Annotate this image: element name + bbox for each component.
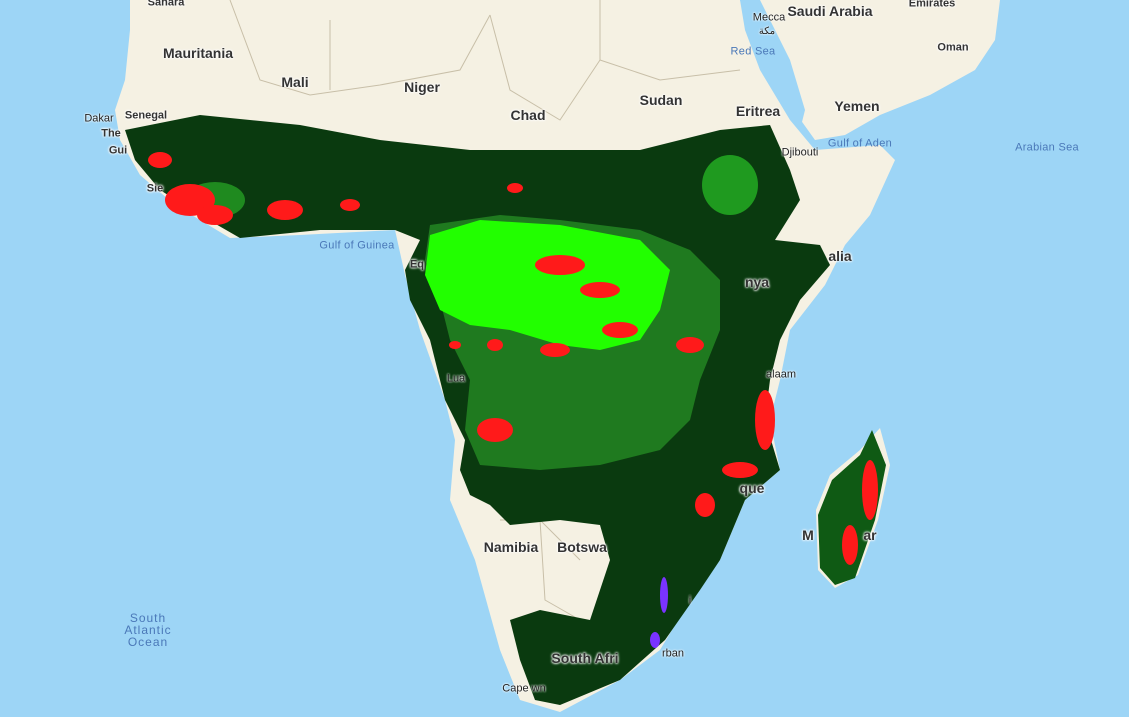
- label-kenya: nya: [744, 274, 770, 290]
- label-botswana: Botswa: [557, 539, 607, 555]
- label-niger: Niger: [404, 79, 440, 95]
- label-gulf-of-aden: Gulf of Aden: [827, 137, 893, 150]
- label-sudan: Sudan: [639, 92, 683, 108]
- vegetation-layer: [125, 115, 886, 705]
- arabia-land: [750, 0, 1000, 140]
- label-namibia: Namibia: [483, 539, 539, 555]
- label-madagascar-left: M: [802, 527, 814, 543]
- forest-east-patch: [702, 155, 758, 215]
- ocean-line-1: South: [129, 611, 167, 625]
- label-chad: Chad: [510, 107, 546, 123]
- label-mali: Mali: [281, 74, 309, 90]
- label-durban: rban: [661, 647, 685, 660]
- label-mozambique: que: [739, 480, 765, 496]
- label-luanda: Lua: [446, 372, 466, 385]
- label-djibouti: Djibouti: [781, 146, 819, 159]
- label-emirates: Emirates: [908, 0, 956, 10]
- label-dar-es-salaam: alaam: [766, 368, 796, 381]
- label-maputo-fragment: i: [688, 594, 692, 607]
- label-somalia: alia: [828, 248, 852, 264]
- label-guinea: Gui: [108, 144, 128, 157]
- label-mecca: Mecca: [752, 11, 786, 24]
- red-sea: [740, 0, 805, 130]
- label-south-atlantic-ocean: South Atlantic Ocean: [124, 612, 171, 648]
- label-eritrea: Eritrea: [735, 103, 781, 119]
- label-red-sea: Red Sea: [730, 45, 776, 58]
- ocean-line-2: Atlantic: [124, 623, 172, 637]
- label-yemen: Yemen: [834, 98, 880, 114]
- label-cape-town: Cape wn: [502, 682, 546, 695]
- ocean-line-3: Ocean: [127, 635, 169, 649]
- label-arabian-sea: Arabian Sea: [1015, 141, 1079, 154]
- label-the-gambia: The: [101, 127, 121, 140]
- label-sierra-leone: Sie: [146, 182, 164, 195]
- label-senegal: Senegal: [124, 109, 168, 122]
- label-dakar: Dakar: [84, 112, 114, 125]
- other-layer: [650, 577, 668, 648]
- label-madagascar-right: ar: [863, 527, 877, 543]
- label-south-africa: South Afri: [551, 650, 619, 666]
- label-mauritania: Mauritania: [162, 45, 234, 61]
- label-equatorial-guinea: Eq: [409, 258, 425, 271]
- label-sahara: Sahara: [147, 0, 185, 9]
- forest-bright-core: [425, 220, 670, 350]
- label-oman: Oman: [937, 41, 969, 54]
- loss-layer: [148, 152, 878, 565]
- label-saudi-arabia: Saudi Arabia: [787, 3, 873, 19]
- label-gulf-of-guinea: Gulf of Guinea: [319, 239, 395, 252]
- label-mecca-arabic: مكة: [758, 26, 776, 37]
